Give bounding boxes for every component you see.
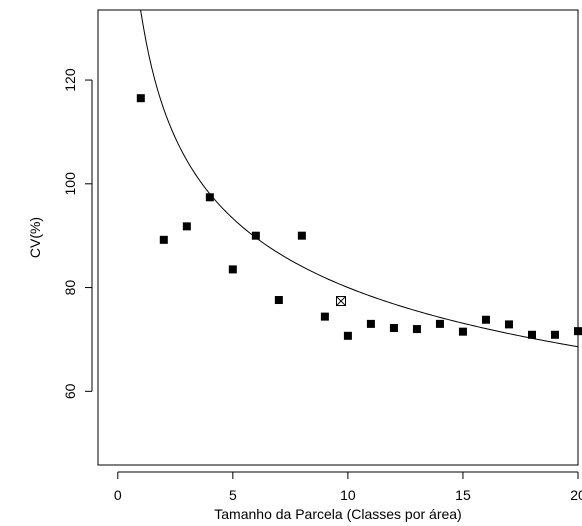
marked-point-box <box>335 296 346 307</box>
data-point-13 <box>412 325 421 334</box>
x-tick-label-10: 10 <box>340 487 356 503</box>
y-axis: 60 80 100 120 <box>62 68 93 399</box>
y-tick-label-80: 80 <box>62 280 78 296</box>
data-points <box>136 94 582 340</box>
x-tick-label-15: 15 <box>455 487 471 503</box>
data-point-4 <box>205 193 214 202</box>
fitted-curve <box>123 9 579 348</box>
data-point-19 <box>550 330 559 339</box>
data-point-12 <box>389 324 398 333</box>
plot-area <box>97 9 582 466</box>
data-point-17 <box>504 320 513 329</box>
marked-point-cross-b <box>336 296 346 306</box>
y-tick-label-100: 100 <box>62 172 78 196</box>
data-point-15 <box>458 327 467 336</box>
y-axis-title: CV(%) <box>27 217 43 258</box>
plot-frame <box>97 9 579 466</box>
data-point-11 <box>366 319 375 328</box>
x-tick-label-20: 20 <box>570 487 582 503</box>
x-axis-title: Tamanho da Parcela (Classes por área) <box>214 506 461 522</box>
data-point-14 <box>435 319 444 328</box>
data-point-10 <box>343 331 352 340</box>
data-point-6 <box>251 231 260 240</box>
y-tick-label-120: 120 <box>62 68 78 92</box>
data-point-2 <box>159 235 168 244</box>
marked-point-group <box>335 296 346 307</box>
data-point-3 <box>182 222 191 231</box>
x-tick-label-0: 0 <box>114 487 122 503</box>
data-point-5 <box>228 265 237 274</box>
x-axis: 0 5 10 15 20 <box>114 471 582 503</box>
x-tick-label-5: 5 <box>229 487 237 503</box>
data-point-1 <box>136 94 145 103</box>
data-point-9 <box>320 312 329 321</box>
y-tick-label-60: 60 <box>62 383 78 399</box>
data-point-20 <box>574 327 582 336</box>
data-point-18 <box>527 330 536 339</box>
data-point-7 <box>274 296 283 305</box>
data-point-8 <box>297 231 306 240</box>
data-point-16 <box>481 315 490 324</box>
